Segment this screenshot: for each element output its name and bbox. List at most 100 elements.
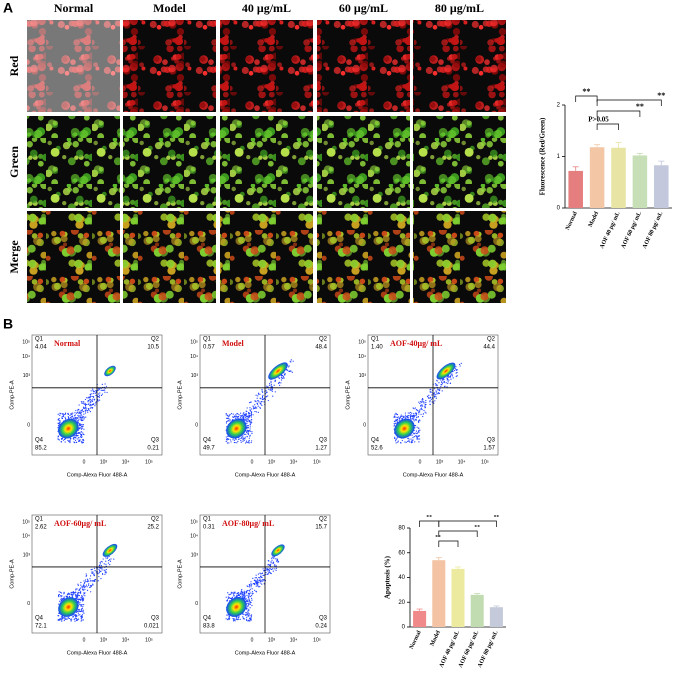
event-dot xyxy=(89,578,91,580)
event-dot xyxy=(250,412,253,414)
event-dot xyxy=(248,593,250,595)
x-tick-label: 10⁴ xyxy=(290,637,298,643)
event-dot xyxy=(77,419,80,421)
event-dot xyxy=(271,388,273,390)
event-dot xyxy=(411,434,413,436)
event-dot xyxy=(93,579,96,581)
event-dot xyxy=(236,593,238,595)
event-dot xyxy=(79,589,81,591)
event-dot xyxy=(455,372,457,374)
event-dot xyxy=(268,563,270,566)
event-dot xyxy=(236,412,238,415)
event-dot xyxy=(279,384,281,386)
event-dot xyxy=(404,414,407,416)
event-dot xyxy=(84,402,86,405)
event-dot xyxy=(248,613,251,615)
event-dot xyxy=(101,389,103,391)
event-dot xyxy=(68,440,70,442)
event-dot xyxy=(82,609,84,611)
bar xyxy=(489,607,503,627)
event-dot xyxy=(82,401,84,403)
event-dot xyxy=(238,413,240,416)
event-dot xyxy=(272,561,275,563)
event-dot xyxy=(90,591,92,593)
event-dot xyxy=(271,557,273,559)
micrograph xyxy=(413,116,506,208)
event-dot xyxy=(248,412,250,414)
event-dot xyxy=(82,585,85,588)
event-dot xyxy=(69,416,72,419)
event-dot xyxy=(247,433,249,435)
event-dot xyxy=(256,578,259,580)
event-dot xyxy=(83,597,85,599)
event-dot xyxy=(246,619,248,621)
quadrant-value: 44.4 xyxy=(483,345,495,351)
event-dot xyxy=(84,407,86,409)
event-dot xyxy=(257,393,260,395)
event-dot xyxy=(83,440,85,442)
event-dot xyxy=(416,436,419,438)
event-dot xyxy=(411,440,413,442)
event-dot xyxy=(446,379,448,381)
x-tick-label: AOF 80 μg/ mL xyxy=(642,211,664,250)
event-dot xyxy=(448,376,450,378)
event-dot xyxy=(249,588,251,591)
event-dot xyxy=(257,400,259,402)
event-dot xyxy=(72,616,74,618)
event-dot xyxy=(93,392,95,395)
event-dot xyxy=(89,405,91,407)
event-dot xyxy=(64,417,67,420)
event-dot xyxy=(243,590,245,592)
event-dot xyxy=(273,564,276,566)
event-dot xyxy=(418,411,420,413)
event-dot xyxy=(261,401,263,403)
event-dot xyxy=(83,592,86,594)
event-dot xyxy=(251,597,253,599)
event-dot xyxy=(261,572,263,575)
event-dot xyxy=(78,415,80,417)
event-dot xyxy=(105,385,107,388)
event-dot xyxy=(80,610,83,612)
event-dot xyxy=(77,600,79,603)
event-dot xyxy=(427,397,429,399)
event-dot xyxy=(80,604,82,607)
event-dot xyxy=(104,383,106,385)
event-dot xyxy=(420,408,422,410)
event-dot xyxy=(78,440,81,442)
event-dot xyxy=(57,614,59,617)
event-dot xyxy=(272,557,275,559)
event-dot xyxy=(236,596,238,598)
event-dot xyxy=(416,426,418,428)
event-dot xyxy=(235,438,237,441)
event-dot xyxy=(266,391,268,393)
event-dot xyxy=(459,365,461,367)
event-dot xyxy=(424,411,426,413)
event-dot xyxy=(413,417,415,419)
event-dot xyxy=(246,612,248,614)
plot-title: AOF-80μg/ mL xyxy=(222,519,274,528)
event-dot xyxy=(78,589,80,591)
event-dot xyxy=(250,595,252,598)
event-dot xyxy=(246,585,248,587)
event-dot xyxy=(82,402,84,405)
event-dot xyxy=(81,587,84,589)
x-axis-label: Comp-Alexa Fluor 488-A xyxy=(67,650,128,656)
event-dot xyxy=(70,620,72,622)
event-dot xyxy=(434,383,437,385)
significance-label: ** xyxy=(582,87,590,96)
event-dot xyxy=(275,565,277,567)
event-dot xyxy=(249,620,251,622)
event-dot xyxy=(72,412,74,414)
event-dot xyxy=(79,418,81,420)
event-dot xyxy=(228,418,230,420)
event-dot xyxy=(445,382,447,384)
event-dot xyxy=(91,400,94,402)
event-dot xyxy=(269,568,272,570)
event-dot xyxy=(245,442,247,444)
event-dot xyxy=(397,440,399,442)
event-dot xyxy=(244,414,246,417)
event-dot xyxy=(71,413,73,416)
event-dot xyxy=(397,441,399,443)
event-dot xyxy=(249,435,251,437)
event-dot xyxy=(429,397,431,399)
